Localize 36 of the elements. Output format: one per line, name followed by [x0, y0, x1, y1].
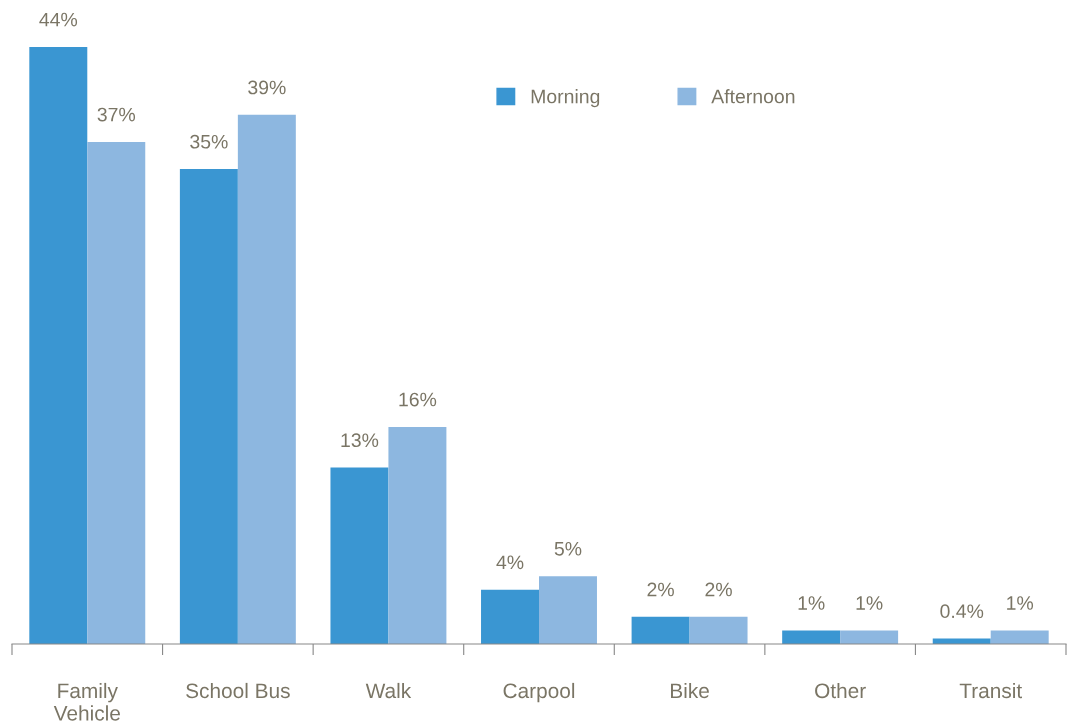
data-label: 37%: [97, 107, 136, 122]
data-label: 0.4%: [940, 604, 984, 619]
data-label: 35%: [190, 134, 228, 149]
bar: [631, 616, 690, 644]
data-label: 2%: [705, 582, 732, 597]
data-label: 1%: [856, 596, 883, 610]
data-label: 2%: [647, 582, 674, 597]
data-label: 5%: [554, 541, 582, 556]
bar: [990, 630, 1049, 644]
data-label: 4%: [496, 555, 524, 570]
x-tick-label: Other: [815, 682, 866, 699]
data-label: 39%: [248, 80, 286, 95]
bar: [481, 589, 539, 644]
bar: [388, 426, 447, 644]
x-tick-label: Bike: [671, 682, 709, 699]
x-tick-label: Walk: [365, 682, 412, 699]
data-label: 13%: [341, 433, 379, 448]
bar: [179, 169, 238, 644]
x-tick-label: Carpool: [503, 682, 575, 703]
bar: [87, 141, 146, 644]
x-tick-label: Family Vehicle: [53, 682, 120, 721]
bar: [840, 630, 899, 644]
bar: [330, 467, 389, 644]
bar: [539, 576, 597, 644]
data-label: 44%: [39, 12, 78, 27]
bar: [237, 114, 296, 644]
bar: [689, 616, 748, 644]
data-label: 16%: [399, 392, 437, 407]
data-label: 1%: [1007, 596, 1034, 610]
legend-label: Morning: [531, 89, 600, 108]
x-tick-label: School Bus: [186, 682, 290, 699]
bar: [782, 630, 841, 644]
x-tick-label: Transit: [959, 682, 1023, 699]
bar: [29, 47, 88, 644]
legend-label: Afternoon: [711, 89, 795, 104]
data-label: 1%: [798, 596, 825, 610]
